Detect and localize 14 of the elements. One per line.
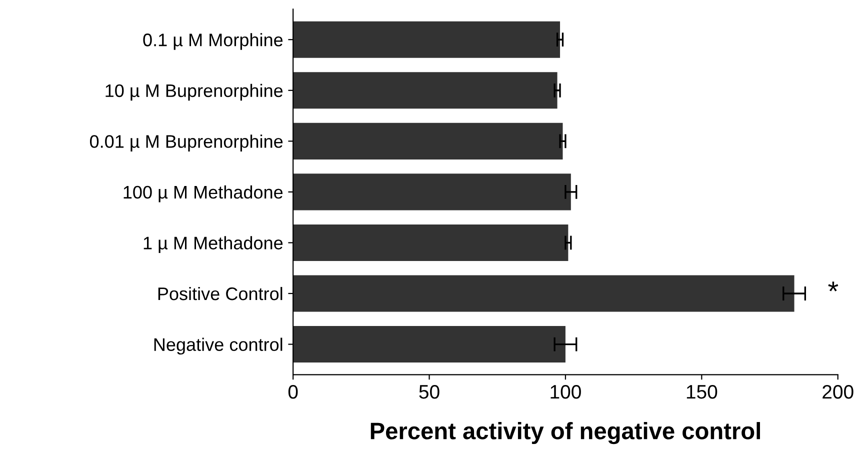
x-tick-label: 100 xyxy=(550,384,581,399)
y-tick-label: 10 µ M Buprenorphine xyxy=(106,84,283,101)
x-axis-title: Percent activity of negative control xyxy=(370,422,760,444)
y-tick-label: 0.01 µ M Buprenorphine xyxy=(90,134,283,152)
x-tick-label: 0 xyxy=(288,384,298,399)
y-tick-label: 0.1 µ M Morphine xyxy=(143,33,283,50)
x-tick-label: 150 xyxy=(686,384,718,399)
x-tick-label: 200 xyxy=(822,384,854,399)
y-tick-label: 1 µ M Methadone xyxy=(144,236,283,254)
y-tick-label: Positive Control xyxy=(158,286,282,300)
y-tick-label: Negative control xyxy=(154,338,282,355)
annotation: * xyxy=(828,282,838,292)
y-tick-label: 100 µ M Methadone xyxy=(124,185,283,202)
x-tick-label: 50 xyxy=(419,384,440,399)
